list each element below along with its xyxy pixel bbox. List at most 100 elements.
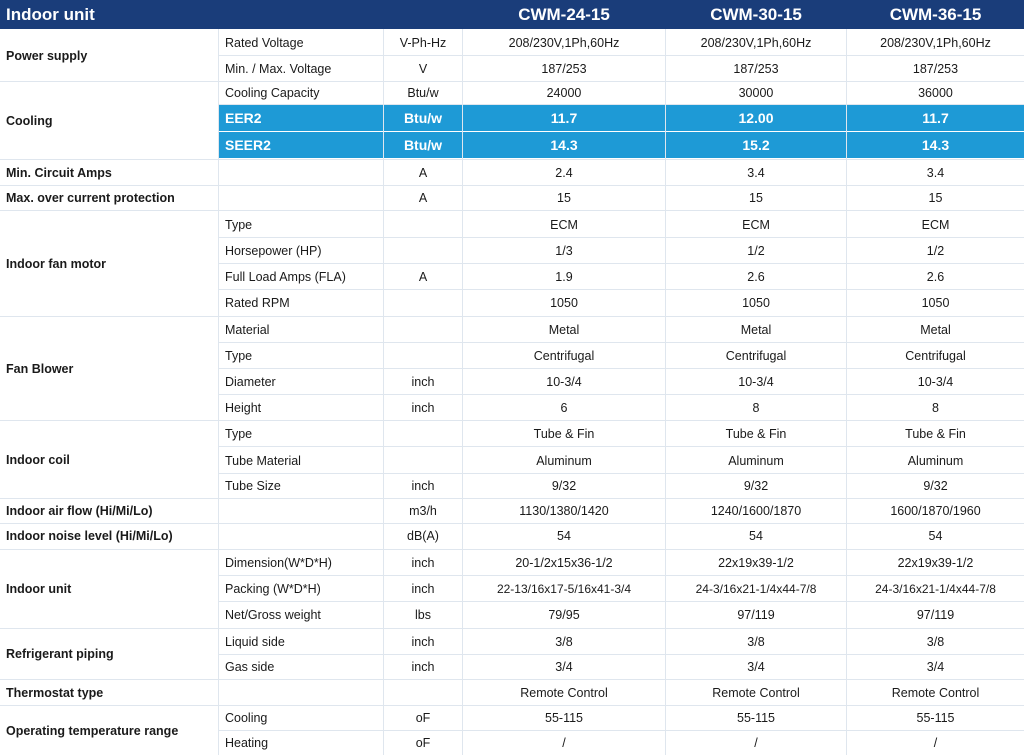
value-cell: 1/2 (926, 244, 945, 258)
table-row: Diameter inch 10-3/4 10-3/4 10-3/4 (0, 369, 1024, 395)
value-cell: 3.4 (747, 166, 765, 180)
unit-label (384, 343, 462, 369)
row-divider (219, 368, 1024, 369)
value-cell: 1/2 (747, 244, 765, 258)
value-cell: Remote Control (712, 686, 800, 700)
table-row: Remote Control Remote Control Remote Con… (0, 680, 1024, 706)
unit-label: inch (411, 556, 435, 570)
unit-label: inch (411, 582, 435, 596)
param-label: Heating (225, 735, 269, 750)
value-cell: 22x19x39-1/2 (897, 556, 974, 570)
unit-label: oF (415, 711, 431, 725)
value-cell: Aluminum (536, 453, 592, 468)
category-label: Refrigerant piping (0, 629, 218, 679)
value-cell: 3/4 (555, 660, 573, 674)
value-cell: 9/32 (743, 479, 769, 493)
param-label: Min. / Max. Voltage (225, 62, 332, 76)
table-row: A 15 15 15 (0, 186, 1024, 210)
unit-label: A (418, 191, 428, 205)
row-divider (0, 81, 1024, 82)
value-cell: ECM (742, 218, 770, 232)
table-title: Indoor unit (6, 4, 95, 24)
value-cell: 12.00 (666, 105, 846, 131)
category-label: Thermostat type (0, 680, 218, 706)
unit-label (384, 447, 462, 474)
value-cell: 8 (932, 401, 939, 415)
param-label: Tube Material (225, 453, 301, 468)
row-divider (0, 549, 1024, 550)
column-divider (218, 29, 219, 755)
value-cell: 20-1/2x15x36-1/2 (515, 556, 613, 570)
param-label: Rated Voltage (225, 36, 304, 50)
category-label: Max. over current protection (0, 186, 218, 210)
unit-label (384, 290, 462, 316)
unit-label (384, 238, 462, 264)
value-cell: 208/230V,1Ph,60Hz (508, 36, 620, 50)
value-cell: 55-115 (545, 711, 583, 725)
value-cell: Tube & Fin (905, 427, 966, 441)
param-label: Dimension(W*D*H) (225, 556, 332, 570)
category-label: Indoor coil (0, 421, 218, 498)
value-cell: 24-3/16x21-1/4x44-7/8 (875, 582, 996, 596)
value-cell: 1.9 (555, 270, 573, 284)
value-cell: / (933, 735, 938, 750)
table-row-highlight: SEER2 Btu/w 14.3 15.2 14.3 (0, 132, 1024, 158)
value-cell: Aluminum (907, 453, 964, 468)
value-cell: 1/3 (555, 244, 573, 258)
row-divider (0, 159, 1024, 160)
value-cell: 9/32 (923, 479, 948, 493)
table-row: Cooling oF 55-115 55-115 55-115 (0, 706, 1024, 730)
row-divider (219, 446, 1024, 447)
category-label: Power supply (0, 30, 218, 82)
value-cell: 11.7 (847, 105, 1024, 131)
unit-label: A (418, 270, 428, 284)
value-cell: 10-3/4 (917, 375, 954, 389)
value-cell: 208/230V,1Ph,60Hz (880, 36, 991, 50)
value-cell: 187/253 (541, 62, 587, 76)
value-cell: 15 (557, 191, 571, 205)
unit-label: A (418, 166, 428, 180)
value-cell: Remote Control (891, 686, 980, 700)
value-cell: 24-3/16x21-1/4x44-7/8 (695, 582, 817, 596)
row-divider (219, 55, 1024, 56)
param-label: Cooling (225, 711, 268, 725)
value-cell: 3/8 (555, 635, 573, 649)
unit-label: inch (411, 635, 435, 649)
table-row: Height inch 6 8 8 (0, 395, 1024, 421)
value-cell: 14.3 (847, 132, 1024, 158)
value-cell: 3/8 (926, 635, 945, 649)
value-cell: 1130/1380/1420 (519, 504, 609, 518)
category-label: Indoor noise level (Hi/Mi/Lo) (0, 524, 218, 548)
param-label: Full Load Amps (FLA) (225, 270, 346, 284)
row-divider (0, 679, 1024, 680)
value-cell: 8 (752, 401, 760, 415)
unit-label: m3/h (409, 504, 437, 518)
value-cell: 1600/1870/1960 (890, 504, 981, 518)
row-divider (0, 420, 1024, 421)
value-cell: Metal (548, 323, 580, 337)
row-divider (219, 342, 1024, 343)
table-row-highlight: EER2 Btu/w 11.7 12.00 11.7 (0, 105, 1024, 131)
value-cell: Centrifugal (905, 349, 966, 363)
model-header-3: CWM-36-15 (889, 4, 982, 24)
param-label: Type (225, 427, 253, 441)
value-cell: 3/4 (747, 660, 765, 674)
param-label: Rated RPM (225, 296, 290, 310)
category-label: Indoor unit (0, 550, 218, 628)
category-label: Operating temperature range (0, 706, 218, 755)
value-cell: 22-13/16x17-5/16x41-3/4 (496, 582, 632, 596)
value-cell: 11.7 (463, 105, 665, 131)
param-label: Diameter (225, 375, 276, 389)
value-cell: 9/32 (551, 479, 577, 493)
table-row: A 2.4 3.4 3.4 (0, 161, 1024, 185)
value-cell: 1050 (921, 296, 950, 310)
value-cell: 10-3/4 (546, 375, 582, 389)
row-divider (0, 185, 1024, 186)
category-label: Cooling (0, 82, 218, 159)
row-divider (0, 705, 1024, 706)
value-cell: Tube & Fin (533, 427, 595, 441)
param-label: EER2 (219, 105, 383, 131)
unit-label: Btu/w (384, 105, 462, 131)
value-cell: 3/4 (926, 660, 945, 674)
value-cell: 6 (560, 401, 568, 415)
